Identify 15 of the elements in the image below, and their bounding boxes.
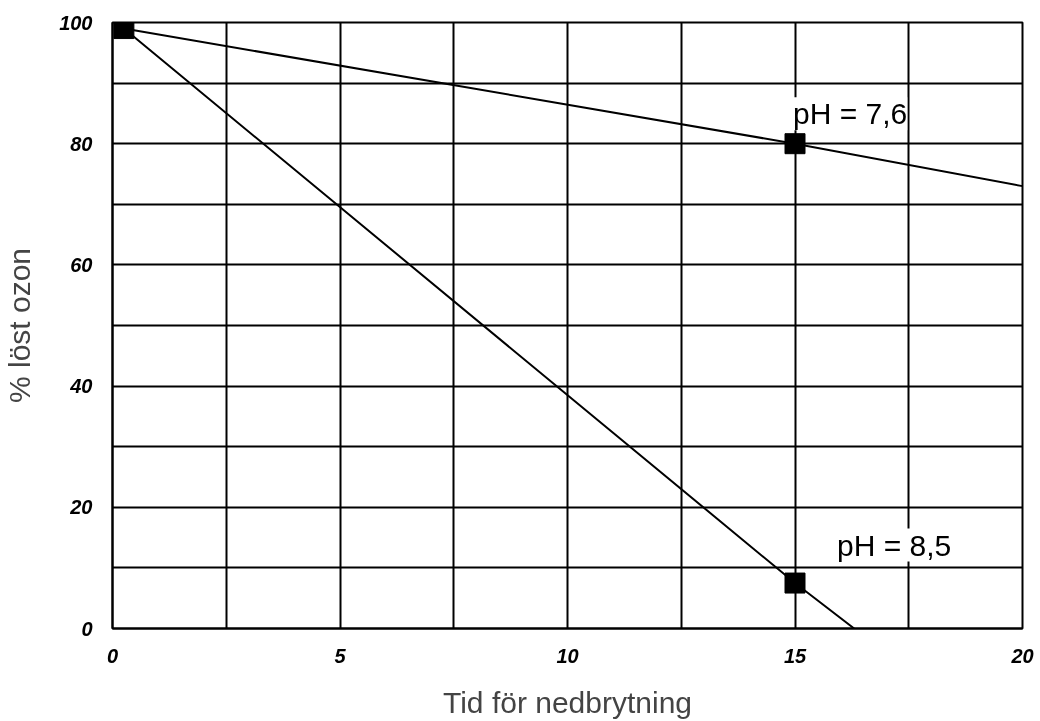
y-tick-label: 40 — [69, 375, 93, 398]
y-tick-label: 100 — [59, 11, 93, 34]
x-tick-label: 0 — [106, 644, 119, 667]
y-tick-label: 60 — [70, 253, 93, 276]
x-tick-label: 5 — [334, 644, 347, 667]
y-tick-label: 80 — [70, 132, 93, 155]
y-axis-title: % löst ozon — [3, 247, 37, 404]
x-tick-label: 20 — [1010, 644, 1034, 667]
series-label: pH = 8,5 — [837, 528, 952, 562]
x-tick-label: 15 — [783, 644, 807, 667]
x-tick-label: 10 — [556, 644, 579, 667]
x-axis-title: Tid för nedbrytning — [442, 685, 693, 719]
y-tick-label: 20 — [69, 496, 93, 519]
series-label: pH = 7,6 — [793, 97, 908, 131]
y-tick-label: 0 — [81, 617, 93, 640]
